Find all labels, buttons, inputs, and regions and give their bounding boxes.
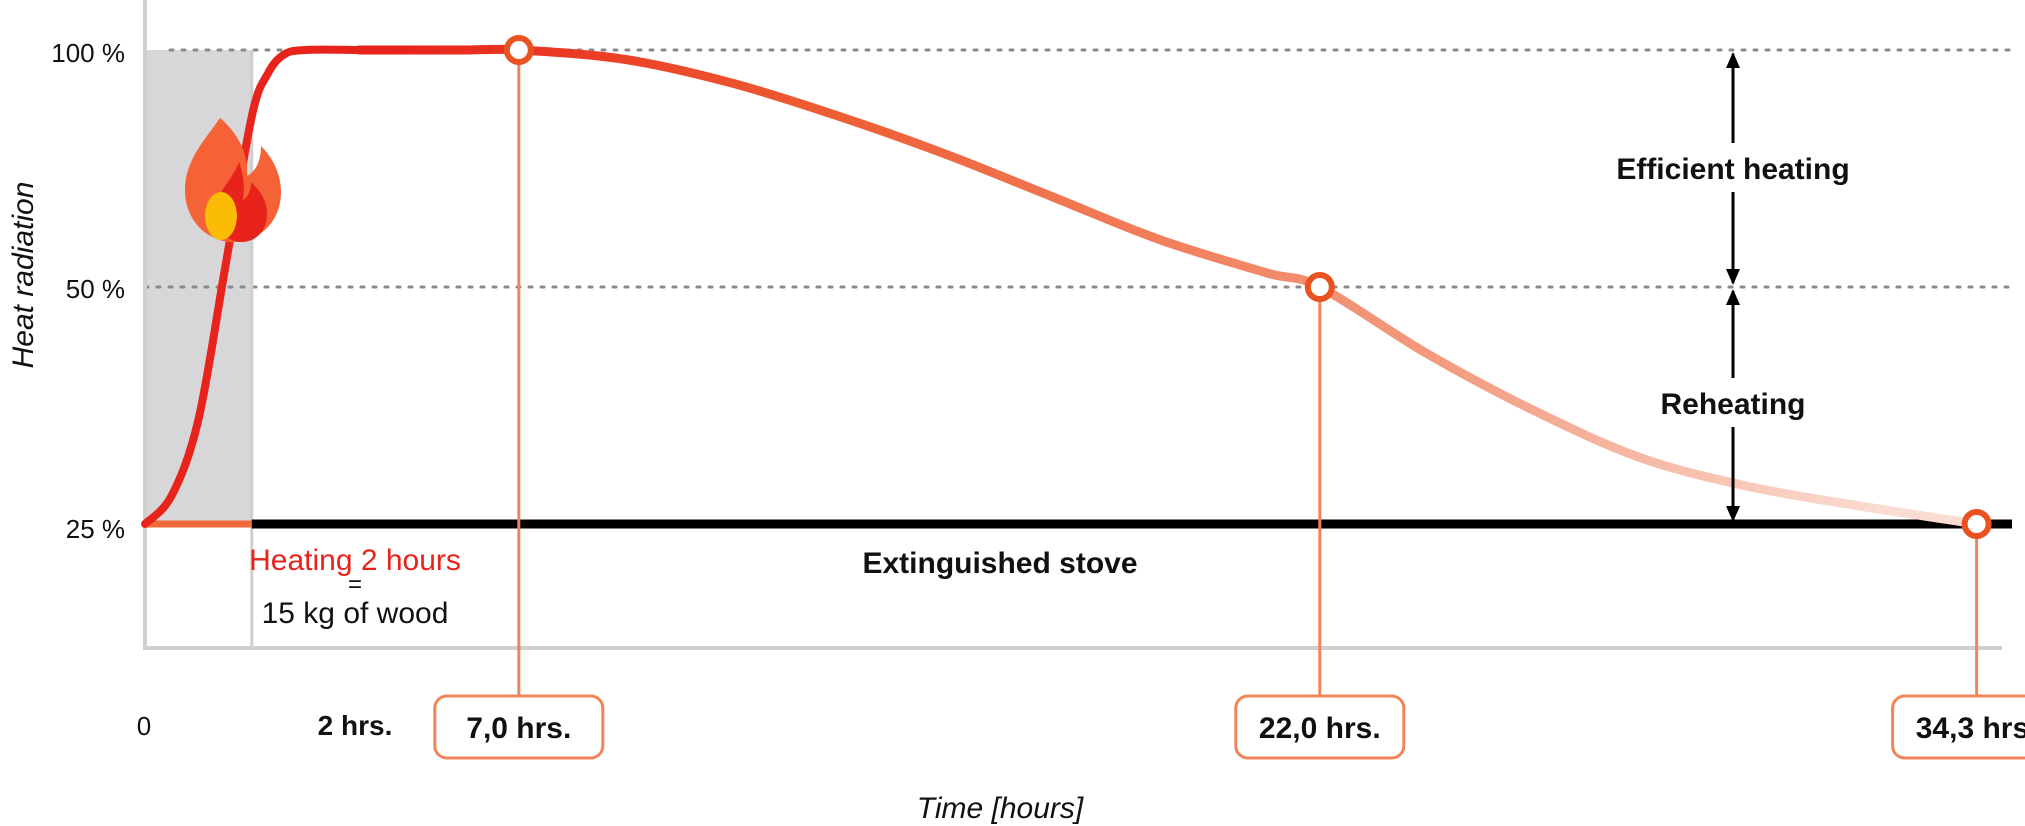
y-tick-100: 100 % [51, 38, 125, 68]
gridlines [143, 48, 2014, 289]
callout-box-1 [433, 694, 605, 760]
callout-1: 7,0 hrs. [433, 694, 605, 760]
heating-period-shade [145, 50, 252, 524]
extinguished-label: Extinguished stove [862, 547, 1137, 580]
x-tick-2: 2 hrs. [318, 710, 393, 741]
key-point-2 [1304, 272, 1335, 302]
callout-boxes: 7,0 hrs. 22,0 hrs. 34,3 hrs. [433, 694, 2025, 760]
callout-label-3: 34,3 hrs. [1916, 712, 2025, 745]
y-axis-title: Heat radiation [7, 182, 40, 369]
reheating-arrowhead-top [1726, 289, 1740, 305]
callout-lines [517, 50, 1979, 696]
efficient-arrowhead-bottom [1726, 269, 1740, 285]
callout-label-1: 7,0 hrs. [466, 712, 571, 745]
efficient-heating-label: Efficient heating [1616, 153, 1849, 186]
series-line-cooling [354, 44, 1982, 529]
key-points [503, 35, 1992, 539]
callout-box-3 [1891, 694, 2025, 760]
y-tick-25: 25 % [66, 514, 125, 544]
key-point-1 [503, 35, 534, 65]
heating-equals: = [348, 571, 362, 598]
range-arrows [1726, 52, 1740, 522]
key-point-3 [1961, 509, 1992, 539]
heating-label: Heating 2 hours [249, 544, 461, 577]
callout-label-2: 22,0 hrs. [1259, 712, 1381, 745]
reheating-arrowhead-bottom [1726, 506, 1740, 522]
callout-2: 22,0 hrs. [1234, 694, 1406, 760]
callout-box-2 [1234, 694, 1406, 760]
callout-3: 34,3 hrs. [1891, 694, 2025, 760]
efficient-arrowhead-top [1726, 52, 1740, 68]
x-axis-title: Time [hours] [917, 792, 1084, 825]
reheating-label: Reheating [1660, 388, 1805, 421]
fire-icon [185, 118, 281, 242]
x-tick-0: 0 [137, 711, 151, 741]
heating-amount: 15 kg of wood [262, 597, 449, 630]
y-tick-50: 50 % [66, 274, 125, 304]
